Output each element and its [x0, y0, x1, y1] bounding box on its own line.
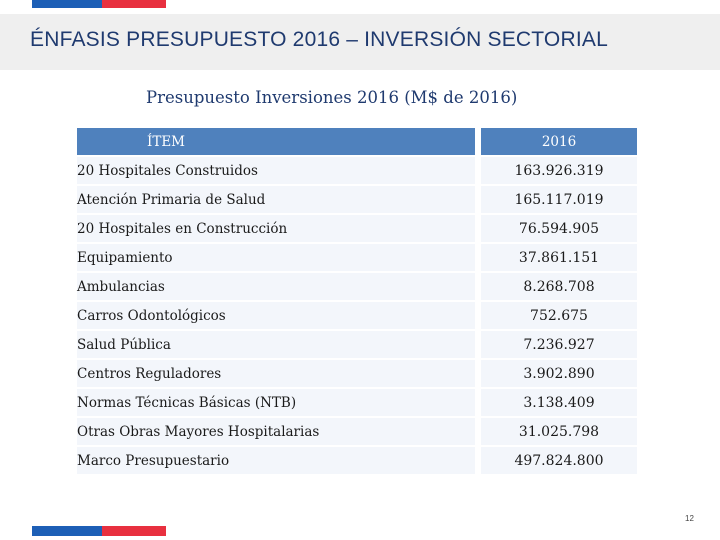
table-row: 20 Hospitales en Construcción 76.594.905	[77, 215, 637, 244]
table-row: 20 Hospitales Construidos 163.926.319	[77, 157, 637, 186]
row-item: Salud Pública	[77, 331, 475, 358]
row-item: Atención Primaria de Salud	[77, 186, 475, 213]
column-header-item: ÍTEM	[77, 128, 475, 155]
table-header-row: ÍTEM 2016	[77, 128, 637, 157]
row-item: 20 Hospitales en Construcción	[77, 215, 475, 242]
row-item: 20 Hospitales Construidos	[77, 157, 475, 184]
row-item: Equipamiento	[77, 244, 475, 271]
row-item: Normas Técnicas Básicas (NTB)	[77, 389, 475, 416]
row-value: 752.675	[481, 302, 637, 329]
bottom-flag-stripe	[32, 526, 166, 536]
row-item: Marco Presupuestario	[77, 447, 475, 474]
row-item: Ambulancias	[77, 273, 475, 300]
top-flag-stripe	[32, 0, 166, 8]
table-row: Ambulancias 8.268.708	[77, 273, 637, 302]
page-number: 12	[685, 514, 694, 523]
table-row: Equipamiento 37.861.151	[77, 244, 637, 273]
budget-table: ÍTEM 2016 20 Hospitales Construidos 163.…	[77, 128, 637, 476]
row-item: Otras Obras Mayores Hospitalarias	[77, 418, 475, 445]
row-item: Carros Odontológicos	[77, 302, 475, 329]
table-row: Marco Presupuestario 497.824.800	[77, 447, 637, 476]
table-row: Normas Técnicas Básicas (NTB) 3.138.409	[77, 389, 637, 418]
header-band	[0, 14, 720, 70]
row-value: 37.861.151	[481, 244, 637, 271]
row-value: 76.594.905	[481, 215, 637, 242]
row-value: 497.824.800	[481, 447, 637, 474]
row-value: 3.138.409	[481, 389, 637, 416]
row-value: 163.926.319	[481, 157, 637, 184]
table-row: Atención Primaria de Salud 165.117.019	[77, 186, 637, 215]
column-header-year: 2016	[481, 128, 637, 155]
table-row: Otras Obras Mayores Hospitalarias 31.025…	[77, 418, 637, 447]
flag-blue-segment	[32, 0, 102, 8]
slide-title: ÉNFASIS PRESUPUESTO 2016 – INVERSIÓN SEC…	[30, 28, 608, 51]
row-value: 8.268.708	[481, 273, 637, 300]
row-item: Centros Reguladores	[77, 360, 475, 387]
row-value: 165.117.019	[481, 186, 637, 213]
table-row: Carros Odontológicos 752.675	[77, 302, 637, 331]
flag-blue-segment	[32, 526, 102, 536]
flag-red-segment	[102, 0, 166, 8]
row-value: 31.025.798	[481, 418, 637, 445]
table-row: Salud Pública 7.236.927	[77, 331, 637, 360]
table-row: Centros Reguladores 3.902.890	[77, 360, 637, 389]
row-value: 3.902.890	[481, 360, 637, 387]
flag-red-segment	[102, 526, 166, 536]
row-value: 7.236.927	[481, 331, 637, 358]
table-subtitle: Presupuesto Inversiones 2016 (M$ de 2016…	[146, 88, 518, 107]
